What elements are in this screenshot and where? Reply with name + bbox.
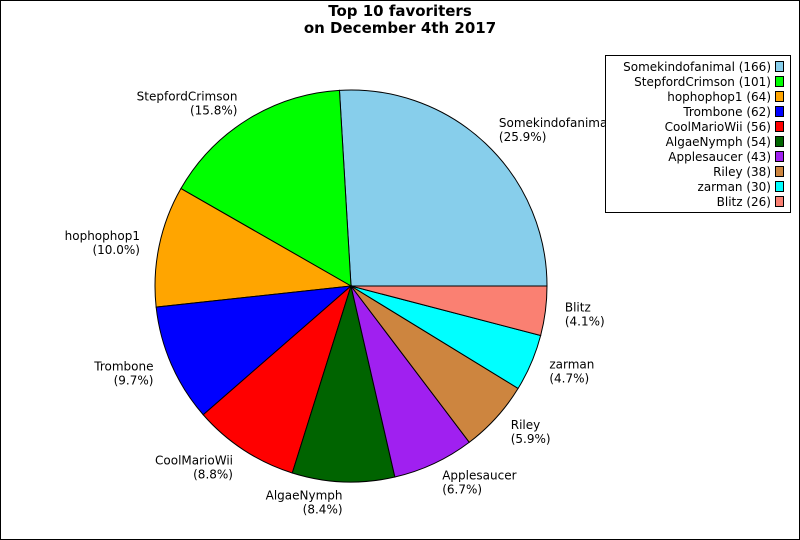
pie-slice-blitz	[350, 285, 548, 337]
slice-label-riley: Riley (5.9%)	[511, 418, 551, 446]
legend-item-applesaucer: Applesaucer (43)	[668, 149, 784, 164]
legend-item-blitz: Blitz (26)	[717, 194, 784, 209]
slice-label-coolmariowii: CoolMarioWii (8.8%)	[155, 453, 233, 481]
legend-swatch	[775, 151, 784, 162]
pie-slice-algaenymph	[291, 284, 396, 483]
chart-legend: Somekindofanimal (166) StepfordCrimson (1…	[605, 55, 791, 213]
slice-label-blitz: Blitz (4.1%)	[565, 300, 605, 328]
legend-item-stepfordcrimson: StepfordCrimson (101)	[634, 74, 784, 89]
legend-item-riley: Riley (38)	[713, 164, 784, 179]
pie-slice-somekindofanimal	[338, 89, 548, 287]
chart-title-line-1: Top 10 favoriters	[328, 2, 472, 20]
legend-label: Applesaucer (43)	[668, 149, 771, 164]
slice-label-applesaucer: Applesaucer (6.7%)	[442, 468, 516, 496]
legend-item-hophophop1: hophophop1 (64)	[667, 89, 784, 104]
legend-swatch	[775, 166, 784, 177]
legend-label: StepfordCrimson (101)	[634, 74, 771, 89]
chart-title: Top 10 favoriters on December 4th 2017	[1, 3, 799, 37]
pie-slice-hophophop1	[154, 187, 353, 308]
legend-label: Somekindofanimal (166)	[623, 59, 771, 74]
legend-item-zarman: zarman (30)	[698, 179, 784, 194]
slice-label-trombone: Trombone (9.7%)	[93, 359, 153, 387]
slice-label-zarman: zarman (4.7%)	[549, 357, 594, 385]
legend-label: Trombone (62)	[683, 104, 771, 119]
chart-title-line-2: on December 4th 2017	[303, 19, 497, 37]
pie-slice-coolmariowii	[202, 284, 353, 474]
legend-swatch	[775, 136, 784, 147]
legend-swatch	[775, 76, 784, 87]
legend-label: zarman (30)	[697, 179, 771, 194]
legend-swatch	[775, 106, 784, 117]
legend-swatch	[775, 196, 784, 207]
legend-swatch	[775, 91, 784, 102]
pie-slice-stepfordcrimson	[180, 89, 352, 287]
legend-label: Riley (38)	[713, 164, 771, 179]
slice-label-algaenymph: AlgaeNymph (8.4%)	[266, 488, 343, 516]
legend-item-algaenymph: AlgaeNymph (54)	[666, 134, 784, 149]
slice-label-somekindofanimal: Somekindofanimal (25.9%)	[499, 116, 611, 144]
legend-swatch	[775, 61, 784, 72]
legend-label: AlgaeNymph (54)	[665, 134, 771, 149]
slice-label-hophophop1: hophophop1 (10.0%)	[65, 229, 140, 257]
legend-label: Blitz (26)	[716, 194, 771, 209]
legend-swatch	[775, 181, 784, 192]
legend-label: hophophop1 (64)	[667, 89, 771, 104]
legend-item-somekindofanimal: Somekindofanimal (166)	[623, 59, 784, 74]
legend-item-trombone: Trombone (62)	[683, 104, 784, 119]
pie-slice-trombone	[155, 285, 353, 416]
slice-label-stepfordcrimson: StepfordCrimson (15.8%)	[137, 90, 238, 118]
legend-item-coolmariowii: CoolMarioWii (56)	[665, 119, 784, 134]
legend-swatch	[775, 121, 784, 132]
legend-label: CoolMarioWii (56)	[664, 119, 771, 134]
